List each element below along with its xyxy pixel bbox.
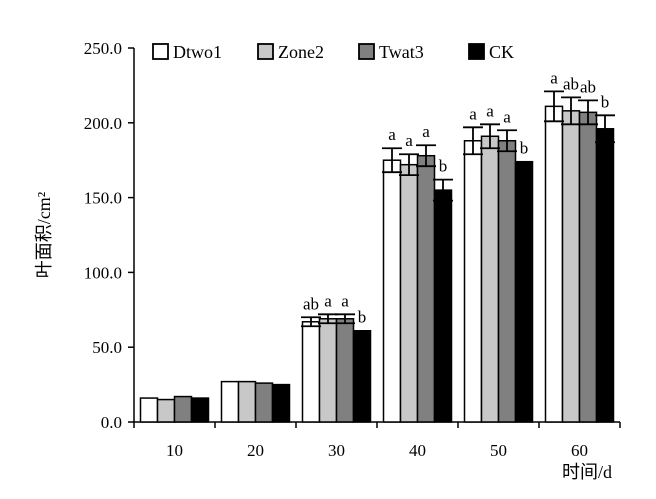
significance-label: a bbox=[469, 104, 477, 123]
significance-label: b bbox=[520, 139, 529, 158]
bar-ck-40 bbox=[433, 189, 453, 423]
significance-label: a bbox=[341, 291, 349, 310]
bar-zone2-20 bbox=[237, 380, 257, 423]
bar-twat3-60 bbox=[578, 111, 598, 423]
significance-label: a bbox=[388, 125, 396, 144]
significance-label: b bbox=[358, 308, 367, 327]
bar-dtwo1-10 bbox=[139, 397, 159, 423]
y-tick-label: 100.0 bbox=[84, 263, 122, 282]
x-tick-label: 20 bbox=[247, 441, 264, 460]
significance-label: a bbox=[324, 291, 332, 310]
bars bbox=[139, 105, 615, 423]
x-tick-label: 10 bbox=[166, 441, 183, 460]
significance-label: b bbox=[601, 92, 610, 111]
significance-label: ab bbox=[303, 294, 319, 313]
bar-zone2-30 bbox=[318, 318, 338, 423]
bar-dtwo1-20 bbox=[220, 380, 240, 423]
bar-ck-10 bbox=[190, 397, 210, 423]
bar-zone2-40 bbox=[399, 163, 419, 423]
bar-ck-30 bbox=[352, 329, 372, 423]
y-tick-label: 0.0 bbox=[101, 413, 122, 432]
bar-twat3-30 bbox=[335, 318, 355, 423]
y-axis-title: 叶面积/cm² bbox=[34, 192, 54, 278]
significance-label: ab bbox=[563, 74, 579, 93]
bar-twat3-20 bbox=[254, 382, 274, 423]
legend-label-zone2: Zone2 bbox=[278, 42, 324, 62]
significance-label: a bbox=[422, 122, 430, 141]
bar-twat3-10 bbox=[173, 395, 193, 423]
bar-twat3-50 bbox=[497, 140, 517, 423]
bar-dtwo1-50 bbox=[463, 140, 483, 423]
y-tick-label: 200.0 bbox=[84, 114, 122, 133]
significance-label: ab bbox=[580, 77, 596, 96]
y-tick-label: 50.0 bbox=[92, 338, 122, 357]
bar-ck-20 bbox=[271, 383, 291, 423]
y-tick-label: 150.0 bbox=[84, 189, 122, 208]
x-tick-label: 40 bbox=[409, 441, 426, 460]
bar-twat3-40 bbox=[416, 154, 436, 423]
legend-label-dtwo1: Dtwo1 bbox=[173, 42, 222, 62]
significance-label: a bbox=[486, 101, 494, 120]
legend-swatch-zone2 bbox=[257, 43, 274, 60]
x-tick-label: 50 bbox=[490, 441, 507, 460]
x-tick-label: 30 bbox=[328, 441, 345, 460]
bar-dtwo1-30 bbox=[301, 321, 321, 423]
error-bars bbox=[301, 90, 615, 328]
significance-label: a bbox=[503, 107, 511, 126]
significance-label: b bbox=[439, 157, 448, 176]
significance-label: a bbox=[550, 68, 558, 87]
legend-swatch-twat3 bbox=[358, 43, 375, 60]
legend: Dtwo1 Zone2 Twat3 CK bbox=[152, 42, 514, 62]
significance-labels: ab a aba a aba a aba ab abb bbox=[303, 68, 609, 326]
y-tick-label: 250.0 bbox=[84, 39, 122, 58]
x-axis-title: 时间/d bbox=[562, 462, 612, 482]
legend-swatch-dtwo1 bbox=[152, 43, 169, 60]
bar-zone2-10 bbox=[156, 398, 176, 423]
x-tick-label: 60 bbox=[571, 441, 588, 460]
legend-label-twat3: Twat3 bbox=[379, 42, 424, 62]
bar-ck-50 bbox=[514, 160, 534, 423]
legend-swatch-ck bbox=[468, 43, 485, 60]
significance-label: a bbox=[405, 131, 413, 150]
legend-label-ck: CK bbox=[489, 42, 514, 62]
axes: 0.0 50.0 100.0 150.0 200.0 250.0 10 20 30 40 50 60 bbox=[84, 39, 621, 460]
bar-zone2-60 bbox=[561, 110, 581, 423]
bar-dtwo1-40 bbox=[382, 159, 402, 423]
bar-dtwo1-60 bbox=[544, 105, 564, 423]
bar-ck-60 bbox=[595, 128, 615, 423]
bar-zone2-50 bbox=[480, 135, 500, 423]
